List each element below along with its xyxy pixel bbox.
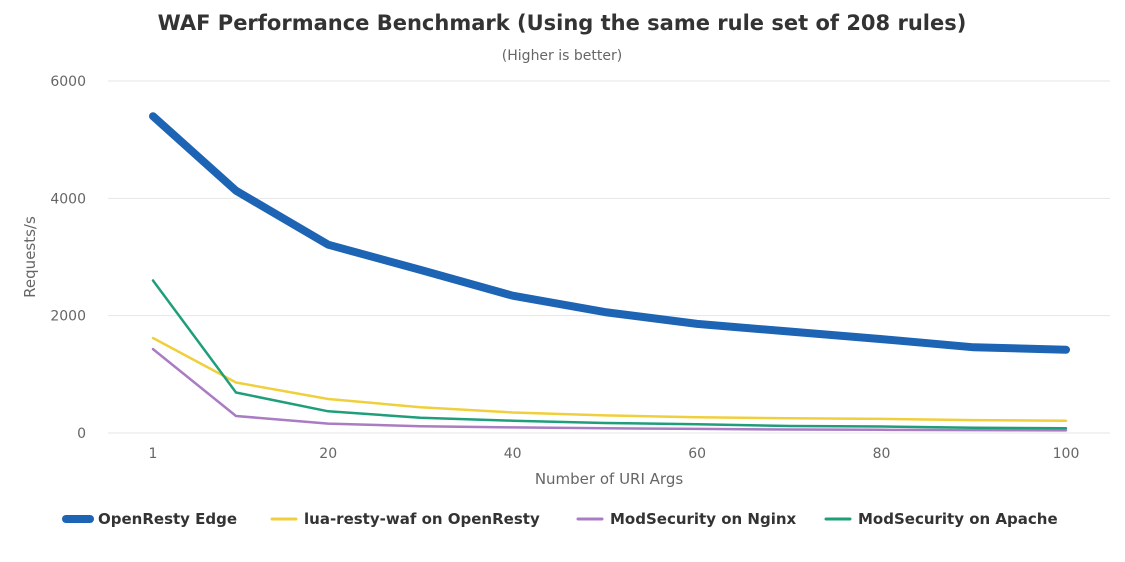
legend-item-openresty-edge: OpenResty Edge [62, 510, 237, 528]
legend: OpenResty Edge lua-resty-waf on OpenResty… [62, 510, 1058, 528]
y-axis-ticks: 0 2000 4000 6000 [50, 74, 86, 442]
chart-title: WAF Performance Benchmark (Using the sam… [158, 11, 967, 35]
chart-subtitle: (Higher is better) [502, 48, 622, 64]
x-tick-label: 1 [149, 446, 158, 462]
y-tick-label: 0 [77, 426, 86, 442]
x-tick-label: 100 [1053, 446, 1080, 462]
y-axis-label: Requests/s [21, 216, 39, 298]
legend-item-modsecurity-on-apache: ModSecurity on Apache [824, 510, 1058, 528]
y-tick-label: 4000 [50, 191, 86, 207]
legend-label: OpenResty Edge [98, 510, 237, 528]
legend-label: lua-resty-waf on OpenResty [304, 510, 540, 528]
series-line-modsecurity-on-apache [151, 279, 1068, 430]
legend-item-modsecurity-on-nginx: ModSecurity on Nginx [576, 510, 797, 528]
x-axis-ticks: 1 20 40 60 80 100 [149, 446, 1080, 462]
x-tick-label: 40 [504, 446, 522, 462]
x-axis-label: Number of URI Args [535, 470, 684, 488]
y-tick-label: 2000 [50, 309, 86, 325]
x-tick-label: 60 [688, 446, 706, 462]
x-tick-label: 20 [319, 446, 337, 462]
series-line-lua-resty-waf-on-openresty [151, 336, 1068, 422]
grid-layer [108, 80, 1110, 434]
legend-label: ModSecurity on Nginx [610, 510, 797, 528]
legend-label: ModSecurity on Apache [858, 510, 1058, 528]
series-layer [149, 112, 1070, 432]
y-tick-label: 6000 [50, 74, 86, 90]
legend-item-lua-resty-waf-on-openresty: lua-resty-waf on OpenResty [270, 510, 540, 528]
series-line-modsecurity-on-nginx [151, 347, 1068, 432]
x-tick-label: 80 [873, 446, 891, 462]
series-line-openresty-edge [149, 112, 1070, 354]
